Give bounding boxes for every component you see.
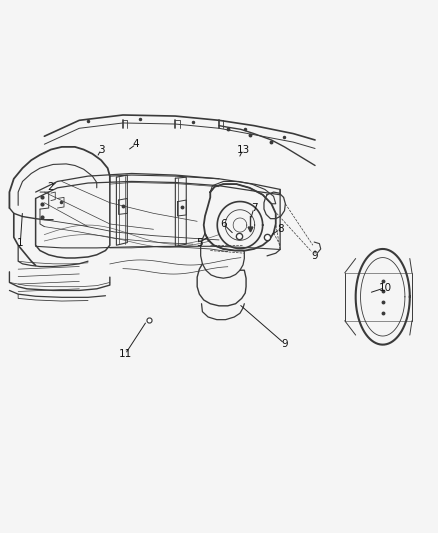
Text: 9: 9 [312,251,318,261]
Text: 11: 11 [119,349,132,359]
Text: 1: 1 [17,238,24,247]
Text: 2: 2 [48,182,54,192]
Text: 3: 3 [98,144,104,155]
Text: 6: 6 [220,219,227,229]
Text: 8: 8 [277,224,283,235]
Text: 13: 13 [237,144,250,155]
Text: 5: 5 [196,238,203,247]
Text: 9: 9 [281,338,288,349]
Text: 4: 4 [133,139,139,149]
Text: 10: 10 [378,283,392,293]
Text: 7: 7 [251,203,257,213]
